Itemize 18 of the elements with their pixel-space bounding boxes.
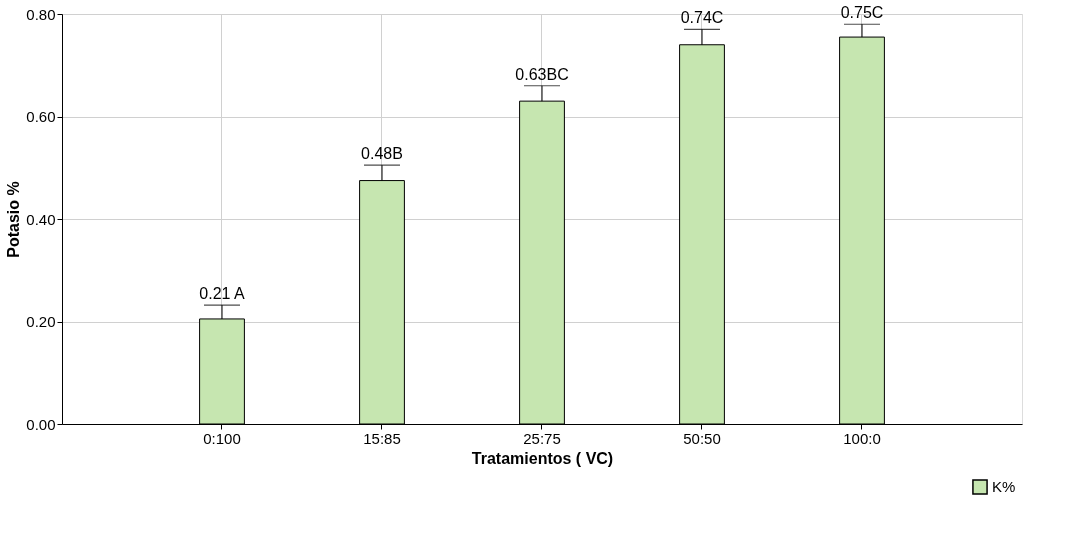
- y-tick-label: 0.60: [26, 108, 56, 125]
- y-tick-label: 0.00: [26, 415, 56, 433]
- x-tick-label: 0:100: [203, 429, 241, 447]
- y-tick-label: 0.40: [26, 210, 56, 228]
- x-tick-label: 25:75: [523, 429, 561, 447]
- data-label: 0.63BC: [515, 65, 569, 83]
- data-label: 0.21 A: [199, 285, 246, 303]
- y-tick-label: 0.80: [26, 5, 56, 23]
- x-tick-label: 100:0: [843, 429, 881, 447]
- x-axis-title: Tratamientos ( VC): [471, 449, 614, 467]
- x-tick-label: 50:50: [683, 429, 721, 447]
- legend-label: K%: [992, 478, 1016, 495]
- data-label: 0.48B: [361, 145, 403, 163]
- data-label: 0.74C: [680, 9, 724, 27]
- y-axis-title: Potasio %: [5, 181, 23, 258]
- x-tick-label: 15:85: [363, 429, 401, 447]
- y-tick-label: 0.20: [26, 313, 56, 330]
- data-label: 0.75C: [840, 4, 884, 22]
